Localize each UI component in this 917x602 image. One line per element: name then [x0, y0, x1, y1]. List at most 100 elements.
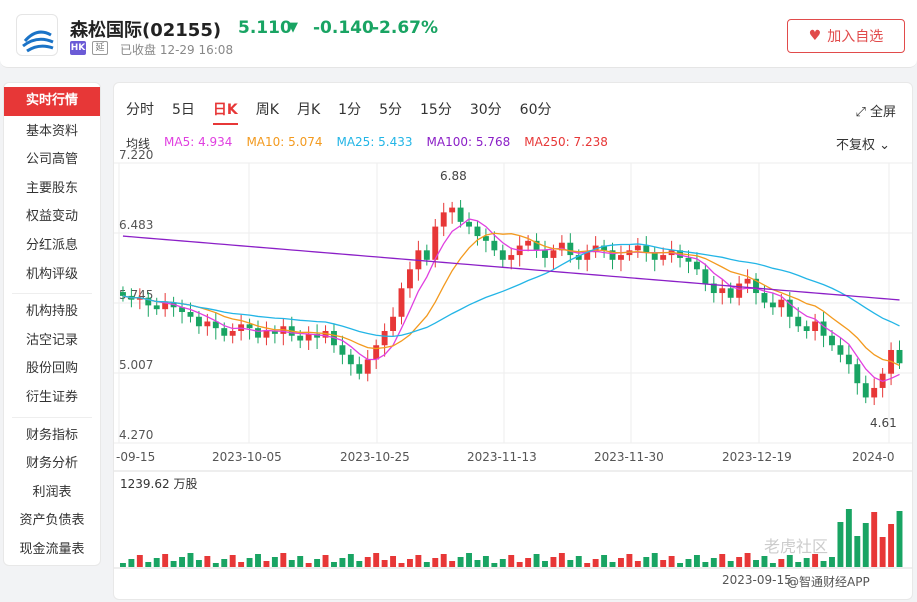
volume-bar — [677, 563, 684, 567]
heart-icon: ♥ — [808, 28, 822, 44]
tab-daily-k[interactable]: 日K — [212, 99, 238, 125]
candle-body — [795, 316, 802, 327]
sidebar-item-basic-info[interactable]: 基本资料 — [25, 123, 78, 139]
volume-bar — [651, 553, 658, 567]
adjust-select[interactable]: 不复权 ⌄ — [836, 134, 890, 153]
sidebar-item-realtime[interactable]: 实时行情 — [4, 87, 100, 116]
delay-badge: 延 — [92, 41, 108, 55]
sidebar-item-ratings[interactable]: 机构评级 — [25, 266, 78, 282]
candle-body — [432, 226, 439, 260]
y-tick-label: 7.220 — [119, 148, 153, 162]
volume-bar — [727, 561, 734, 567]
volume-bar — [829, 557, 835, 567]
volume-bar — [862, 523, 869, 567]
volume-bar — [314, 559, 321, 567]
sidebar-item-cash-flow[interactable]: 现金流量表 — [19, 541, 85, 557]
candle-body — [601, 245, 608, 251]
sidebar-item-executives[interactable]: 公司高管 — [25, 152, 78, 168]
tab-monthly-k[interactable]: 月K — [296, 102, 321, 118]
volume-bar — [347, 554, 354, 567]
volume-bar — [432, 558, 439, 567]
candle-body — [542, 250, 548, 258]
last-price: 5.110 — [238, 18, 292, 38]
volume-bar — [364, 557, 371, 567]
sidebar-item-shareholders[interactable]: 主要股东 — [25, 180, 78, 196]
footer-date: 2023-09-15 — [722, 573, 792, 587]
candle-body — [736, 283, 743, 298]
ma100-line — [122, 235, 900, 301]
fullscreen-label: 全屏 — [869, 105, 896, 120]
volume-bar — [331, 562, 337, 567]
volume-bar — [204, 556, 211, 567]
volume-bar — [601, 555, 608, 567]
candle-body — [525, 240, 532, 246]
volume-bar — [845, 509, 852, 567]
tab-15min[interactable]: 15分 — [420, 102, 452, 118]
candle-body — [786, 299, 793, 317]
volume-bar — [406, 559, 413, 567]
tab-1min[interactable]: 1分 — [338, 102, 362, 118]
sidebar-item-financial-analysis[interactable]: 财务分析 — [25, 456, 78, 472]
add-watchlist-button[interactable]: ♥ 加入自选 — [787, 19, 905, 53]
volume-bar — [660, 560, 667, 567]
watermark-tiger: 老虎社区 — [764, 537, 829, 556]
volume-bar — [322, 555, 329, 567]
y-tick-label: 4.270 — [119, 428, 153, 442]
candle-body — [364, 359, 371, 374]
volume-bar — [120, 563, 126, 567]
chart-panel: 分时 5日 日K 周K 月K 1分 5分 15分 30分 60分 ⤢ 全屏 均线… — [113, 82, 913, 600]
x-tick-label: 2024-0 — [852, 450, 895, 464]
expand-icon: ⤢ — [855, 105, 866, 120]
sidebar-item-balance-sheet[interactable]: 资产负债表 — [19, 513, 85, 529]
candle-body — [449, 207, 456, 213]
candle-body — [356, 364, 363, 374]
candle-body — [618, 255, 624, 260]
sidebar-item-income-statement[interactable]: 利润表 — [32, 484, 72, 500]
y-tick-label: 5.007 — [119, 358, 153, 372]
sidebar-item-short-selling[interactable]: 沽空记录 — [25, 332, 78, 348]
tab-5min[interactable]: 5分 — [379, 102, 402, 118]
tab-60min[interactable]: 60分 — [519, 102, 552, 118]
volume-bar — [719, 554, 726, 567]
volume-bar — [415, 555, 422, 567]
volume-bar — [356, 561, 363, 567]
volume-bar — [871, 512, 878, 567]
candle-body — [651, 252, 658, 260]
candle-body — [466, 221, 472, 227]
sidebar-item-derivatives[interactable]: 衍生证券 — [25, 389, 78, 405]
candle-body — [373, 345, 380, 360]
candle-body — [339, 345, 346, 355]
tab-intraday[interactable]: 分时 — [126, 102, 154, 118]
volume-bar — [778, 559, 785, 567]
tab-30min[interactable]: 30分 — [469, 102, 502, 118]
sidebar-item-dividends[interactable]: 分红派息 — [25, 237, 78, 253]
candle-body — [305, 333, 312, 341]
volume-bar — [423, 562, 430, 567]
volume-label: 1239.62 万股 — [120, 477, 198, 491]
volume-bar — [221, 559, 228, 567]
period-tabs: 分时 5日 日K 周K 月K 1分 5分 15分 30分 60分 — [126, 99, 569, 125]
sidebar-item-financial-indicators[interactable]: 财务指标 — [25, 427, 78, 443]
candle-body — [803, 326, 810, 331]
candle-body — [314, 333, 321, 338]
volume-bar — [128, 559, 135, 567]
candle-body — [761, 293, 768, 303]
fullscreen-button[interactable]: ⤢ 全屏 — [855, 101, 896, 120]
sidebar-item-institutional[interactable]: 机构持股 — [25, 304, 78, 320]
sidebar-item-buyback[interactable]: 股份回购 — [25, 361, 78, 377]
tab-weekly-k[interactable]: 周K — [255, 102, 279, 118]
candle-body — [854, 364, 861, 384]
tab-5day[interactable]: 5日 — [172, 102, 195, 118]
volume-bar — [466, 553, 472, 567]
volume-bar — [145, 562, 152, 567]
volume-bar — [212, 563, 219, 567]
candle-body — [660, 255, 667, 260]
volume-bar — [702, 562, 709, 567]
volume-bar — [786, 555, 793, 567]
market-status: 已收盘 12-29 16:08 — [120, 43, 234, 57]
candle-body — [136, 297, 143, 300]
volume-bar — [643, 557, 650, 567]
candle-body — [584, 252, 591, 260]
sidebar-item-equity-changes[interactable]: 权益变动 — [25, 209, 78, 225]
